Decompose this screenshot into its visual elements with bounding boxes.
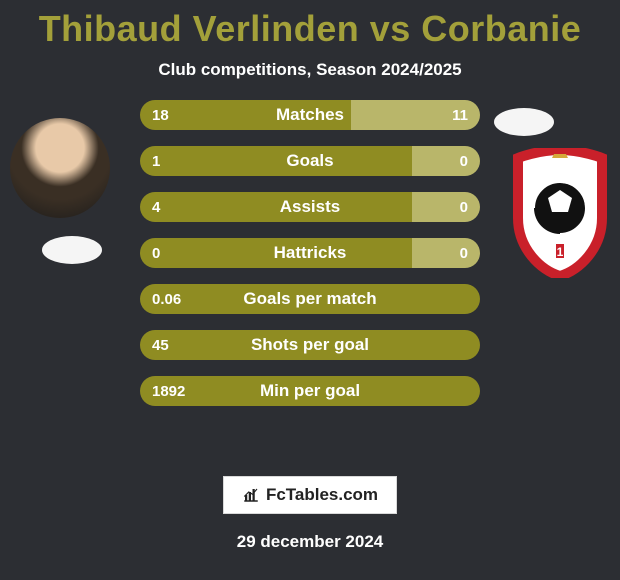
stat-value-right: 0 — [460, 146, 468, 176]
stat-value-left: 0 — [152, 238, 160, 268]
stat-value-right: 0 — [460, 238, 468, 268]
footer: FcTables.com 29 december 2024 — [0, 476, 620, 552]
player-left-flag — [42, 236, 102, 264]
stat-value-left: 45 — [152, 330, 169, 360]
player-right-crest: 1 — [510, 148, 610, 278]
stat-row: Shots per goal45 — [140, 330, 480, 360]
stat-row: Goals10 — [140, 146, 480, 176]
stat-row: Min per goal1892 — [140, 376, 480, 406]
stat-row: Goals per match0.06 — [140, 284, 480, 314]
svg-text:1: 1 — [557, 245, 564, 259]
stat-row: Matches1811 — [140, 100, 480, 130]
page-title: Thibaud Verlinden vs Corbanie — [0, 0, 620, 50]
stat-row: Assists40 — [140, 192, 480, 222]
chart-icon — [242, 486, 260, 504]
stat-value-left: 18 — [152, 100, 169, 130]
brand-text: FcTables.com — [266, 485, 378, 505]
page-subtitle: Club competitions, Season 2024/2025 — [0, 60, 620, 80]
player-left-avatar — [10, 118, 110, 218]
brand-badge: FcTables.com — [223, 476, 397, 514]
footer-date: 29 december 2024 — [0, 532, 620, 552]
stat-value-right: 0 — [460, 192, 468, 222]
stat-value-left: 4 — [152, 192, 160, 222]
comparison-panel: 1 Matches1811Goals10Assists40Hattricks00… — [0, 108, 620, 438]
stat-value-left: 1 — [152, 146, 160, 176]
player-right-flag — [494, 108, 554, 136]
stat-value-right: 11 — [452, 100, 468, 130]
stat-row: Hattricks00 — [140, 238, 480, 268]
stat-value-left: 1892 — [152, 376, 185, 406]
stats-bars: Matches1811Goals10Assists40Hattricks00Go… — [140, 100, 480, 422]
stat-value-left: 0.06 — [152, 284, 181, 314]
